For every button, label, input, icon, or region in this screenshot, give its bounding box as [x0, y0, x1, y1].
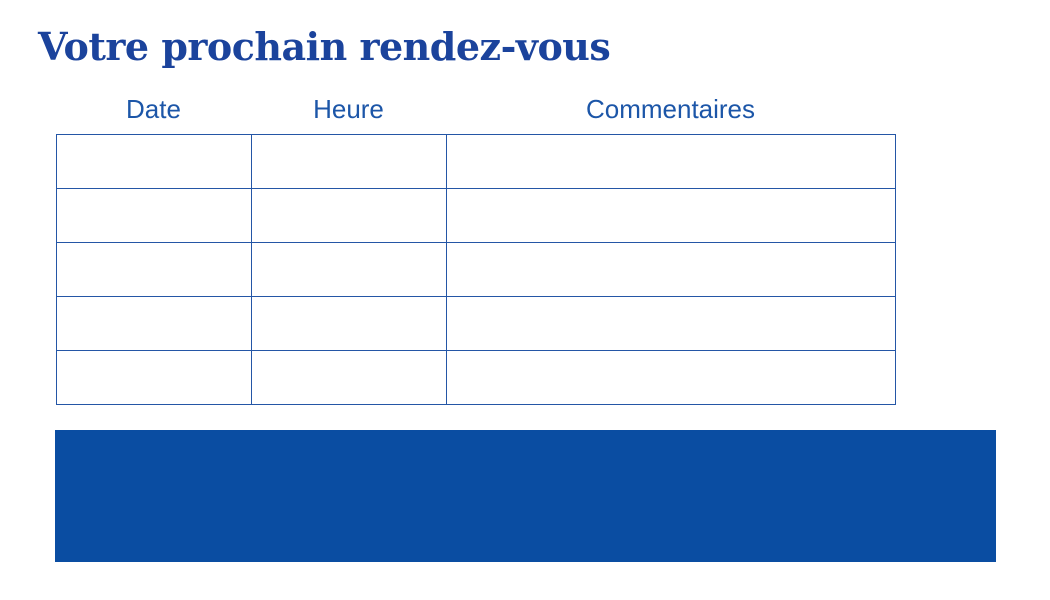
table-cell-date[interactable]: [56, 188, 252, 243]
table-cell-heure[interactable]: [251, 188, 447, 243]
table-cell-commentaires[interactable]: [446, 188, 896, 243]
table-row: [56, 242, 896, 297]
bottom-banner: [55, 430, 996, 562]
appointments-table: [56, 134, 896, 405]
table-cell-heure[interactable]: [251, 242, 447, 297]
table-cell-commentaires[interactable]: [446, 242, 896, 297]
table-row: [56, 350, 896, 405]
table-cell-heure[interactable]: [251, 296, 447, 351]
column-header-commentaires: Commentaires: [585, 94, 756, 124]
table-cell-commentaires[interactable]: [446, 134, 896, 189]
table-cell-heure[interactable]: [251, 350, 447, 405]
column-header-date: Date: [126, 94, 181, 124]
appointments-table-body: [56, 134, 896, 405]
table-row: [56, 188, 896, 243]
table-header-row: Date Heure Commentaires: [56, 94, 895, 124]
table-cell-date[interactable]: [56, 350, 252, 405]
column-header-heure: Heure: [313, 94, 384, 124]
table-cell-heure[interactable]: [251, 134, 447, 189]
table-cell-date[interactable]: [56, 296, 252, 351]
table-row: [56, 296, 896, 351]
table-cell-commentaires[interactable]: [446, 350, 896, 405]
table-cell-date[interactable]: [56, 242, 252, 297]
page-title: Votre prochain rendez-vous: [38, 24, 611, 69]
table-cell-commentaires[interactable]: [446, 296, 896, 351]
table-row: [56, 134, 896, 189]
table-cell-date[interactable]: [56, 134, 252, 189]
